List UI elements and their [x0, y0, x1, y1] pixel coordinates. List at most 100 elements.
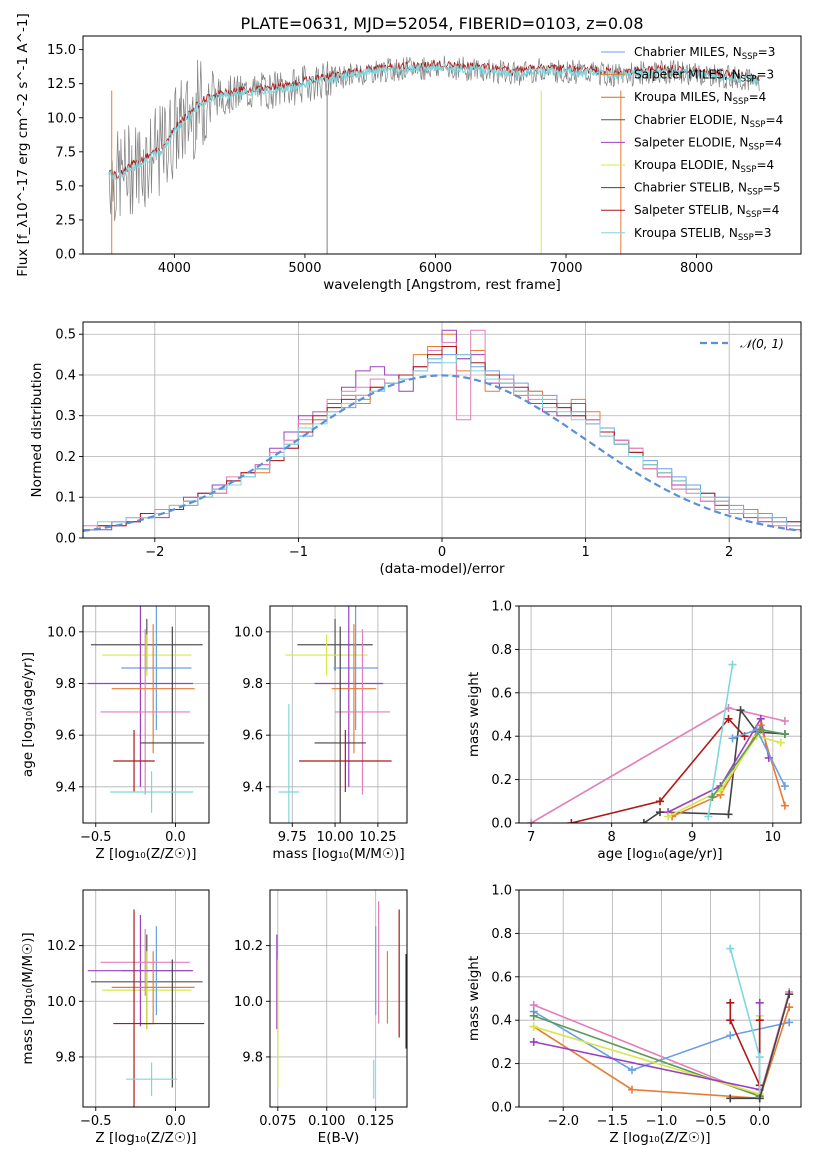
x-tick-label: −0.5 [80, 1114, 112, 1129]
legend-label-sub: SSP [742, 52, 758, 62]
legend-label-suffix: =4 [766, 113, 784, 127]
weight-line-5 [667, 735, 782, 818]
y-tick-label: 0.8 [491, 643, 512, 658]
weight-marker-4 [529, 1022, 538, 1031]
legend-label-sub: SSP [746, 210, 762, 220]
weight-marker-1 [567, 819, 576, 823]
x-tick-label: 10.25 [359, 830, 396, 845]
legend-label-text: Chabrier STELIB, N [634, 181, 747, 195]
weight-marker-2 [724, 810, 733, 819]
legend-label: Salpeter STELIB, NSSP=4 [634, 203, 779, 220]
weight-line-2 [643, 708, 785, 823]
legend-label-text: Kroupa ELODIE, N [634, 158, 741, 172]
axes-frame [518, 889, 802, 1108]
histogram-step-3 [83, 329, 801, 527]
histogram-step-2 [83, 329, 801, 531]
axes-frame [82, 889, 210, 1108]
y-tick-label: 0.2 [491, 773, 512, 788]
weight-marker-8 [755, 1094, 764, 1103]
weight-line-0 [530, 707, 786, 823]
weight-marker-6 [726, 1016, 735, 1025]
axes-frame [269, 889, 408, 1108]
legend-label-text: Kroupa STELIB, N [634, 226, 738, 240]
plot-area [83, 329, 801, 532]
weight-marker-8 [708, 792, 717, 801]
x-tick-label: −1 [289, 545, 308, 560]
x-tick-label: 8000 [680, 261, 713, 276]
legend-label-suffix: =4 [762, 203, 780, 217]
model-spectrum-line [108, 62, 760, 181]
legend-label: Salpeter ELODIE, NSSP=4 [634, 135, 782, 152]
weight-marker-3 [785, 1003, 794, 1012]
weight-marker-7 [728, 660, 737, 669]
weight-marker-5 [529, 1037, 538, 1046]
legend-label-sub: SSP [748, 142, 764, 152]
y-tick-label: 0.2 [491, 1057, 512, 1072]
weight-marker-6 [755, 1016, 764, 1025]
y-tick-label: 0.0 [491, 817, 512, 832]
legend-label-sub: SSP [741, 165, 757, 175]
weight-marker-8 [756, 725, 765, 734]
y-tick-label: 0.2 [55, 450, 76, 465]
legend-label-suffix: =4 [764, 135, 782, 149]
x-axis-label: E(B-V) [318, 1130, 360, 1146]
y-tick-label: 0.6 [491, 686, 512, 701]
x-tick-label: 0.0 [165, 830, 186, 845]
y-tick-label: 9.8 [55, 1050, 76, 1065]
legend-label-sub: SSP [750, 120, 766, 130]
x-tick-label: 0 [438, 545, 446, 560]
y-tick-label: 0.0 [55, 248, 76, 263]
plot-area [108, 55, 760, 254]
y-tick-label: 10.2 [234, 939, 263, 954]
histogram-step-5 [83, 354, 801, 531]
x-tick-label: −0.5 [695, 1114, 727, 1129]
y-tick-label: 10.0 [47, 995, 76, 1010]
legend-label-suffix: =5 [763, 181, 781, 195]
panel-residuals: 𝒩(0, 1) −2 −1 0 1 2 0.0 0.1 0.2 0.3 0.4 0.5 (data-mo… [29, 321, 802, 577]
x-tick-label: 10 [765, 830, 782, 845]
y-tick-label: 9.8 [55, 677, 76, 692]
x-axis-label: Z [log₁₀(Z/Z☉)] [95, 1130, 196, 1146]
weight-marker-6 [728, 734, 737, 743]
legend-label-sub: SSP [733, 97, 749, 107]
y-tick-label: 9.4 [55, 780, 76, 795]
weight-line-7 [707, 664, 734, 817]
x-tick-label: 9 [688, 830, 696, 845]
legend-label: Chabrier MILES, NSSP=3 [634, 45, 775, 62]
y-tick-label: 2.5 [55, 213, 76, 228]
x-tick-label: 4000 [158, 261, 191, 276]
axes-frame [269, 605, 408, 824]
legend-label-text: Salpeter ELODIE, N [634, 135, 748, 149]
weight-marker-5 [776, 738, 785, 747]
x-axis-label: Z [log₁₀(Z/Z☉)] [609, 1130, 710, 1146]
y-tick-label: 9.6 [55, 729, 76, 744]
weight-marker-8 [780, 730, 789, 739]
y-axis-label: age [log₁₀(age/yr)] [20, 652, 36, 777]
x-axis-label: mass [log₁₀(M/M☉)] [272, 846, 404, 862]
y-tick-label: 0.4 [491, 730, 512, 745]
weight-marker-2 [639, 819, 648, 823]
axes-frame [518, 605, 802, 824]
legend-label-sub: SSP [741, 75, 757, 85]
y-axis-label: Flux [f_λ10^-17 erg cm^-2 s^-1 A^-1] [15, 13, 31, 276]
legend-label-text: Kroupa MILES, N [634, 90, 733, 104]
y-tick-label: 9.8 [242, 677, 263, 692]
x-tick-label: 9.75 [278, 830, 307, 845]
plot-area [278, 606, 392, 823]
legend-label: Kroupa STELIB, NSSP=3 [634, 226, 772, 243]
panel-weight-age: 7 8 9 10 0.0 0.2 0.4 0.6 0.8 1.0 age [log₁₀(age/yr… [466, 600, 802, 862]
x-tick-label: 0.125 [357, 1114, 394, 1129]
weight-marker-6 [780, 782, 789, 791]
x-tick-label: 1 [581, 545, 589, 560]
weight-marker-2 [736, 706, 745, 715]
weight-marker-4 [780, 801, 789, 810]
legend: 𝒩(0, 1) [700, 337, 784, 351]
x-tick-label: 0.0 [749, 1114, 770, 1129]
panel-age-mass: 9.75 10.00 10.25 9.4 9.6 9.8 10.0 mass [log₁₀(M… [234, 605, 408, 862]
y-tick-label: 10.0 [47, 111, 76, 126]
y-axis-label: mass [log₁₀(M/M☉)] [20, 932, 36, 1064]
x-tick-label: 10.00 [316, 830, 353, 845]
x-tick-label: 0.0 [165, 1114, 186, 1129]
panel-mass-Z: −0.5 0.0 9.8 10.0 10.2 Z [log₁₀(Z/Z☉)] mass [l… [20, 889, 210, 1146]
